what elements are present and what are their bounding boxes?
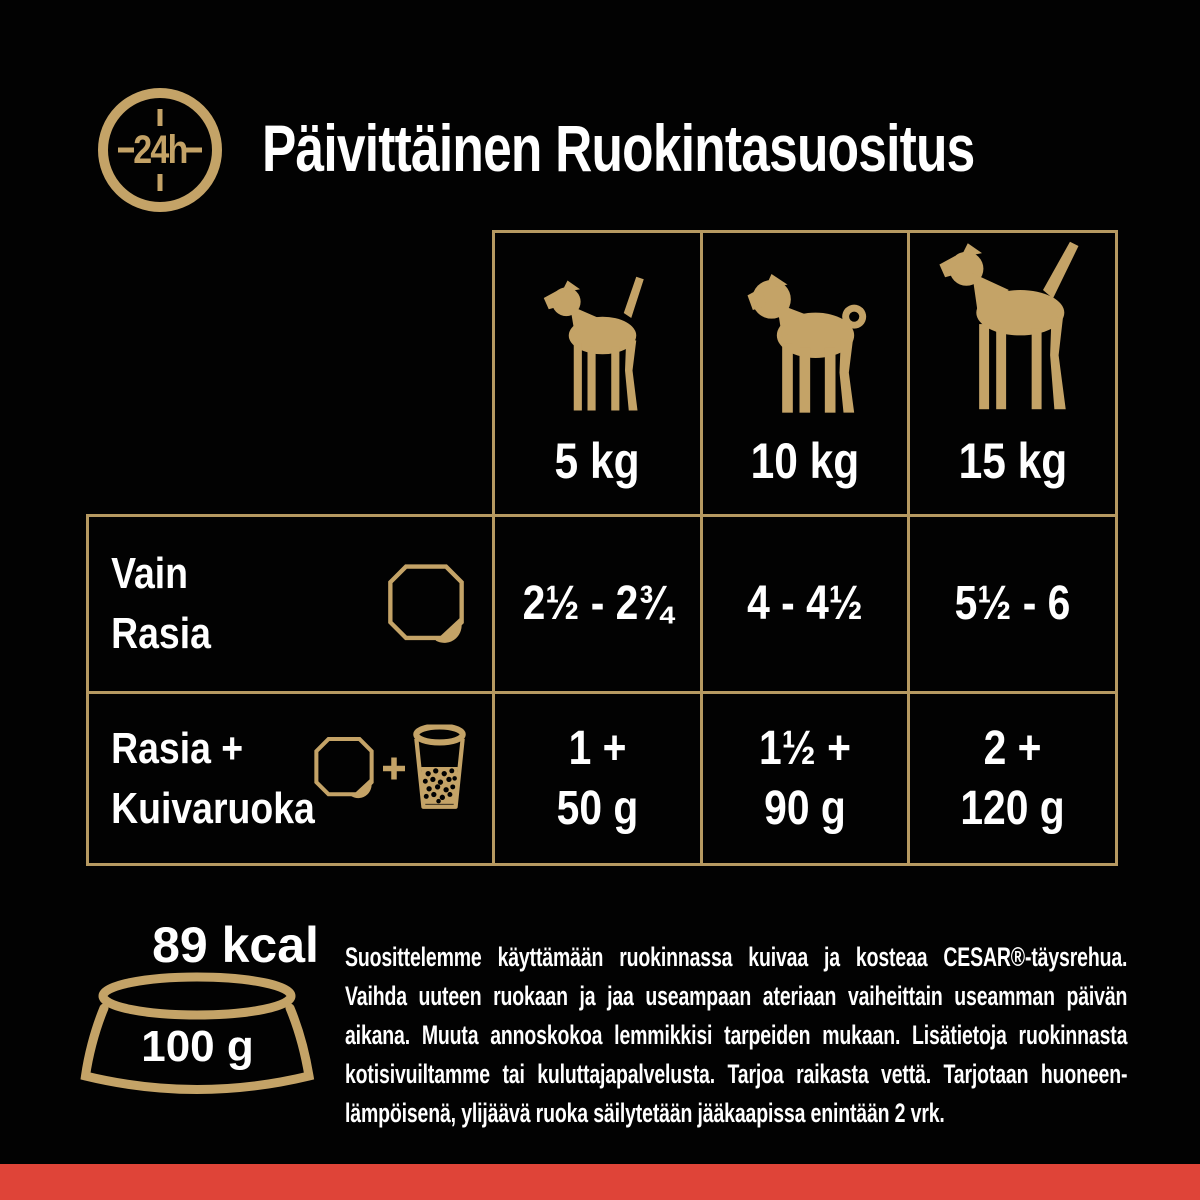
value-mixed-10kg: 1½ + 90 g xyxy=(700,691,910,866)
row-label-line1: Vain xyxy=(111,549,189,598)
row-label-line2: Rasia xyxy=(111,609,211,658)
note-line-4: kotisivuiltamme tai kuluttajapalvelusta.… xyxy=(345,1059,1128,1089)
value-line1: 2 + xyxy=(983,721,1042,775)
package-red-stripe xyxy=(0,1164,1200,1200)
value-tray-5kg: 2½ - 2¾ xyxy=(492,514,703,694)
portion-label: 100 g xyxy=(141,1022,254,1071)
clock-dash-right xyxy=(186,147,202,153)
feeding-table: 5 kg xyxy=(86,230,1118,866)
clock-tick-top xyxy=(157,109,163,126)
clock-tick-bottom xyxy=(157,174,163,191)
column-header-5kg: 5 kg xyxy=(492,230,703,517)
weight-label-15kg: 15 kg xyxy=(958,433,1067,489)
medium-dog-icon xyxy=(747,274,866,413)
weight-label-10kg: 10 kg xyxy=(750,433,860,489)
value-mixed-5kg: 1 + 50 g xyxy=(492,691,703,866)
value-line2: 50 g xyxy=(556,781,639,835)
tray-icon xyxy=(314,737,374,799)
value-line2: 120 g xyxy=(960,781,1065,835)
table-header-row: 5 kg xyxy=(88,230,1118,517)
row-label-tray-only: Vain Rasia xyxy=(86,514,495,694)
plus-icon xyxy=(383,757,405,780)
weight-label-5kg: 5 kg xyxy=(554,433,641,489)
note-line-3: aikana. Muuta annoskokoa lemmikkisi tarp… xyxy=(345,1020,1128,1050)
page-title: Päivittäinen Ruokintasuositus xyxy=(262,111,975,185)
column-header-10kg: 10 kg xyxy=(700,230,910,517)
tray-icon xyxy=(388,564,464,643)
value-text: 4 - 4½ xyxy=(747,577,863,630)
kibble-cup-icon xyxy=(413,724,466,810)
badge-24h-text: 24h xyxy=(133,126,187,171)
value-mixed-15kg: 2 + 120 g xyxy=(907,691,1118,866)
large-dog-icon xyxy=(939,241,1079,410)
table-corner-empty xyxy=(88,232,494,516)
value-tray-15kg: 5½ - 6 xyxy=(907,514,1118,694)
value-text: 2½ - 2¾ xyxy=(522,577,673,630)
value-line2: 90 g xyxy=(764,781,846,835)
small-dog-icon xyxy=(543,276,644,411)
24h-clock-icon: 24h xyxy=(98,88,222,212)
table-row-tray-plus-dry: Rasia + Kuivaruoka xyxy=(86,691,1118,866)
value-line1: 1 + xyxy=(568,721,627,775)
dog-bowl-icon xyxy=(80,972,315,1094)
value-tray-10kg: 4 - 4½ xyxy=(700,514,910,694)
note-line-2: Vaihda uuteen ruokaan ja jaa useampaan a… xyxy=(345,981,1128,1011)
column-header-15kg: 15 kg xyxy=(907,230,1118,517)
row-label-tray-plus-dry: Rasia + Kuivaruoka xyxy=(86,691,495,866)
table-row-tray-only: Vain Rasia 2½ - 2¾ 4 - 4½ 5½ - 6 xyxy=(86,514,1118,694)
feeding-note: Suosittelemme käyttämään ruokinnassa kui… xyxy=(345,938,1127,1133)
note-line-5: lämpöisenä, ylijäävä ruoka säilytetään j… xyxy=(345,1098,945,1128)
kcal-label: 89 kcal xyxy=(152,917,319,973)
clock-dash-left xyxy=(118,147,134,153)
row-label-line1: Rasia + xyxy=(111,723,244,773)
note-line-1: Suosittelemme käyttämään ruokinnassa kui… xyxy=(345,942,1128,972)
row-label-line2: Kuivaruoka xyxy=(111,783,315,833)
value-text: 5½ - 6 xyxy=(954,577,1071,630)
value-line1: 1½ + xyxy=(759,721,851,775)
